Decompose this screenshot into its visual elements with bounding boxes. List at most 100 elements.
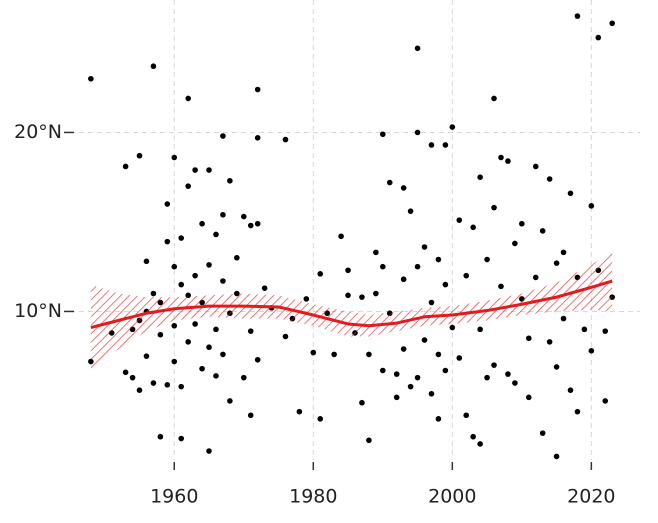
point [199, 365, 205, 372]
point [220, 133, 226, 139]
point [240, 213, 247, 220]
point [505, 158, 511, 164]
point [303, 296, 310, 302]
point [192, 272, 198, 279]
point [213, 231, 219, 238]
point [254, 356, 261, 363]
point [213, 373, 219, 379]
point [574, 408, 581, 415]
x-tick-label: 2020 [567, 486, 615, 508]
point [122, 369, 129, 376]
point [567, 190, 574, 197]
point [428, 142, 435, 148]
point [359, 294, 365, 300]
point [178, 435, 185, 442]
point [206, 448, 212, 454]
point [317, 271, 324, 277]
point [567, 387, 574, 393]
point [254, 86, 261, 93]
smooth-line [90, 279, 613, 330]
point [380, 131, 386, 138]
point [213, 326, 219, 333]
point [227, 398, 233, 404]
point [553, 260, 560, 266]
point [143, 258, 150, 265]
point [449, 324, 456, 331]
point [595, 34, 602, 41]
point [581, 326, 588, 333]
point [435, 416, 442, 422]
point [546, 176, 553, 182]
point [560, 315, 567, 322]
point [414, 45, 421, 52]
point [428, 299, 435, 306]
point [414, 263, 421, 270]
point [386, 179, 393, 186]
point [539, 228, 546, 234]
point [178, 383, 185, 390]
point [240, 374, 247, 381]
point [261, 285, 268, 291]
point [553, 364, 560, 370]
point [512, 240, 518, 247]
point [602, 328, 609, 334]
point [247, 412, 254, 419]
point [199, 220, 205, 227]
point [498, 154, 504, 161]
point [546, 339, 553, 345]
point [338, 233, 344, 240]
point [317, 416, 324, 422]
point [463, 412, 470, 419]
point [602, 398, 609, 404]
point [463, 272, 470, 279]
point [491, 204, 497, 211]
point [442, 142, 449, 148]
point [129, 374, 136, 381]
point [477, 441, 483, 447]
point [484, 256, 490, 263]
point [609, 20, 615, 27]
point [532, 163, 539, 170]
point [470, 433, 476, 440]
point [247, 222, 254, 229]
point [560, 249, 567, 256]
confidence-band [90, 250, 613, 369]
point [192, 167, 198, 173]
point [477, 326, 483, 333]
point [192, 321, 198, 327]
point [588, 348, 595, 354]
point [421, 244, 428, 250]
point [380, 367, 386, 374]
point [505, 371, 511, 377]
point [491, 95, 497, 102]
point [525, 335, 532, 342]
point [178, 281, 185, 288]
point [296, 408, 303, 415]
point [380, 263, 386, 270]
point [185, 339, 191, 345]
point [553, 453, 560, 460]
point [150, 380, 157, 386]
point [234, 254, 240, 261]
point [498, 283, 504, 290]
point [470, 224, 476, 231]
point [359, 399, 365, 406]
point [310, 349, 317, 356]
point [254, 220, 261, 227]
point [532, 274, 539, 281]
point [421, 337, 428, 343]
point [254, 135, 261, 141]
point [525, 394, 532, 401]
y-tick-label: 20°N [14, 121, 62, 143]
point [150, 63, 157, 70]
point [164, 201, 171, 207]
point [393, 394, 400, 401]
point [178, 235, 185, 241]
point [449, 124, 456, 130]
point [220, 211, 226, 218]
point [122, 163, 129, 170]
point [400, 346, 407, 352]
point [164, 382, 171, 388]
point [414, 374, 421, 381]
